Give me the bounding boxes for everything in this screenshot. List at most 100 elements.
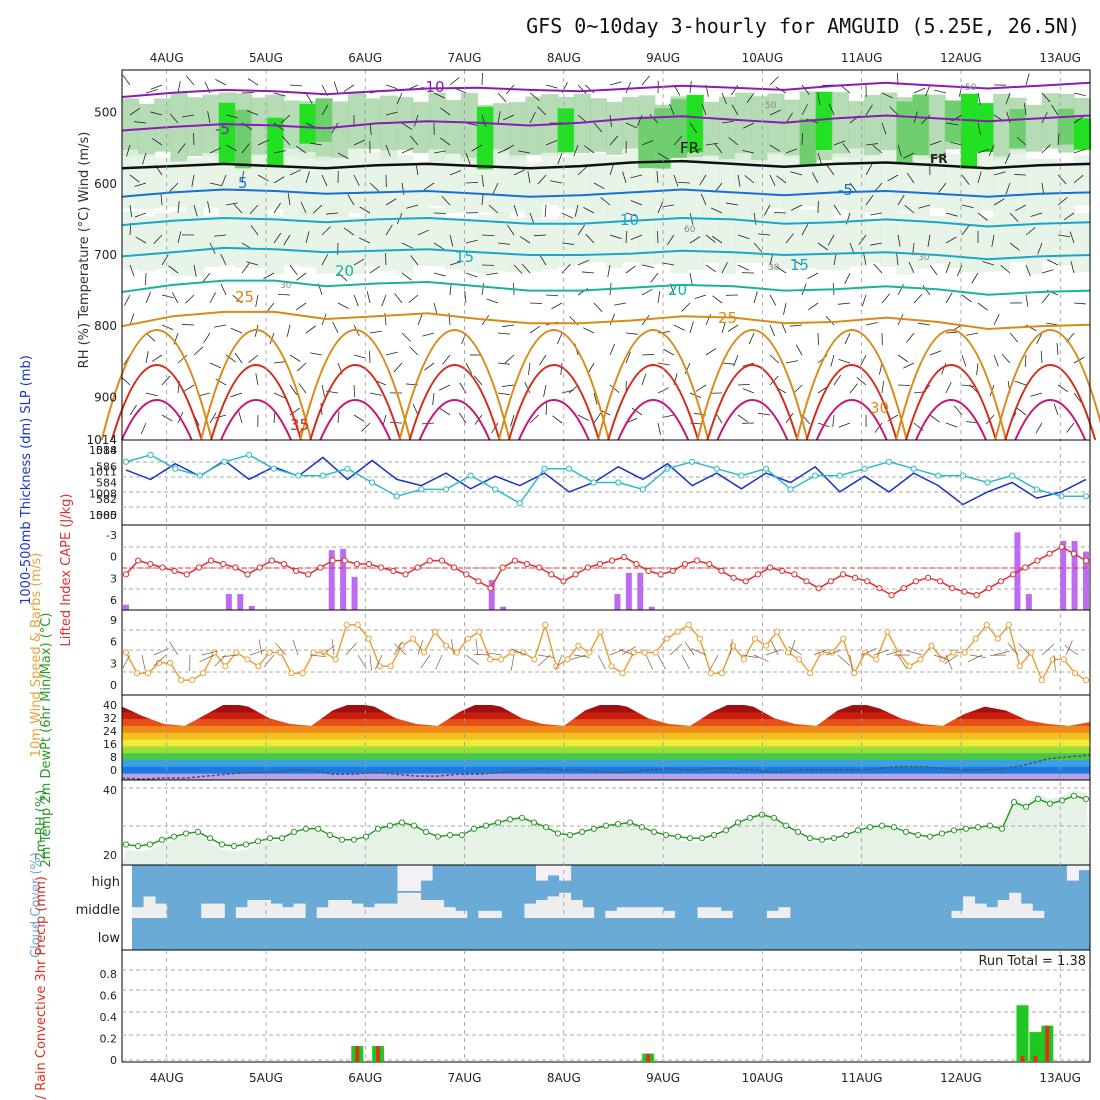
wind-barb: [1005, 182, 1011, 195]
rh-band: [380, 150, 398, 208]
wind-barb: [609, 384, 620, 394]
wind-barb: [296, 362, 307, 372]
wind-barb: [1025, 227, 1036, 236]
wind-barb: [976, 362, 979, 375]
rh-moist-cell: [638, 116, 656, 169]
wind-barb: [385, 224, 393, 236]
rh-moist-cell: [686, 94, 704, 153]
wind-barb: [833, 204, 841, 216]
cloud-middle-bar: [1032, 910, 1045, 918]
wind-barb: [1009, 332, 1019, 343]
cloud-middle-bar: [432, 900, 445, 918]
wind-barb: [273, 150, 286, 154]
wind-speed-line-point: [487, 656, 494, 663]
cape-bar: [1060, 540, 1067, 610]
wind-barb: [273, 92, 286, 97]
wind-barb: [625, 265, 636, 274]
wind-barb: [273, 361, 286, 364]
date-label-top: 11AUG: [841, 51, 883, 65]
rh-line-point: [938, 830, 946, 837]
wind-barb: [312, 204, 323, 214]
rh-band: [525, 162, 543, 215]
diurnal-isotherm: [408, 364, 501, 441]
thickness-line-point: [885, 458, 893, 465]
wind-barb-10m: [153, 654, 167, 666]
wind-barb: [497, 392, 510, 396]
wind-barb: [465, 239, 478, 244]
wind-barb: [209, 182, 222, 187]
wind-barb-10m: [393, 641, 403, 656]
lifted-index-line: [125, 545, 1087, 596]
lifted-index-line-point: [681, 560, 689, 568]
panel-label: 1000-500mb Thickness (dm) SLP (mb): [19, 355, 34, 605]
wind-barb: [865, 143, 878, 146]
isotherm-label-35: 35: [290, 416, 309, 434]
diurnal-isotherm: [507, 364, 600, 441]
wind-barb: [220, 283, 227, 296]
rh-band: [977, 152, 995, 211]
wind-barb-10m: [609, 648, 625, 656]
wind-barb: [622, 171, 627, 184]
wind-barb-10m: [538, 654, 551, 667]
diurnal-isotherm: [299, 329, 412, 441]
panel-y-tick: 24: [103, 725, 117, 738]
temp-band: [122, 705, 1090, 713]
thickness-line-point: [492, 486, 499, 493]
wind-barb: [439, 384, 451, 391]
wind-barb: [281, 135, 291, 146]
wind-barb: [183, 384, 195, 392]
wind-barb: [1057, 133, 1060, 146]
wind-barb: [528, 362, 531, 375]
wind-barb: [874, 422, 883, 433]
wind-barb: [865, 195, 874, 206]
wind-barb-10m: [861, 648, 877, 656]
wind-barb: [1063, 212, 1075, 221]
wind-barb-10m: [597, 654, 606, 670]
wind-barb: [663, 348, 675, 356]
wind-speed-line-point: [288, 670, 295, 677]
date-label-bottom: 4AUG: [150, 1071, 184, 1085]
wind-speed-line-point: [950, 649, 957, 656]
panel-label: Total / Rain Convective 3hr Precip (mm): [34, 876, 49, 1100]
wind-barb: [233, 203, 243, 214]
wind-barb: [120, 376, 131, 386]
rh-line-point: [650, 828, 658, 836]
wind-barb: [1009, 242, 1020, 251]
wind-speed-line-point: [244, 656, 251, 663]
wind-speed-line-point: [498, 656, 505, 663]
precip-convective-bar: [376, 1046, 381, 1062]
wind-barb-10m: [906, 650, 923, 656]
wind-barb: [168, 265, 179, 274]
wind-barb: [825, 315, 835, 326]
lifted-index-line-point: [608, 557, 616, 564]
wind-barb: [241, 91, 255, 94]
rh-line-point: [878, 822, 886, 829]
wind-barb: [573, 144, 579, 157]
lifted-index-line-point: [815, 585, 822, 592]
isotherm-label-15b: 15: [790, 256, 809, 274]
wind-barb-10m: [765, 649, 782, 656]
wind-barb-10m: [451, 639, 455, 656]
rh-line-point: [398, 819, 406, 826]
wind-barb: [561, 242, 574, 245]
rh-band: [541, 152, 559, 206]
wind-barb: [737, 383, 751, 386]
wind-barb: [169, 182, 179, 192]
rh-line-point: [1046, 800, 1054, 807]
rh-band: [493, 213, 511, 272]
rh-band: [525, 207, 543, 272]
rh-band: [767, 212, 785, 271]
wind-barb: [689, 236, 701, 244]
wind-barb: [625, 122, 638, 129]
wind-barb: [333, 81, 339, 94]
wind-barb: [248, 354, 259, 363]
rh-line-point: [410, 822, 418, 829]
wind-barb: [701, 103, 707, 116]
lifted-index-line-point: [718, 567, 725, 575]
cloud-middle-bar: [328, 900, 341, 918]
lifted-index-line-point: [839, 571, 847, 578]
rh-line-point: [974, 824, 982, 831]
wind-speed-line-point: [156, 659, 163, 666]
wind-speed-line-point: [420, 649, 428, 656]
rh-band: [815, 215, 833, 271]
